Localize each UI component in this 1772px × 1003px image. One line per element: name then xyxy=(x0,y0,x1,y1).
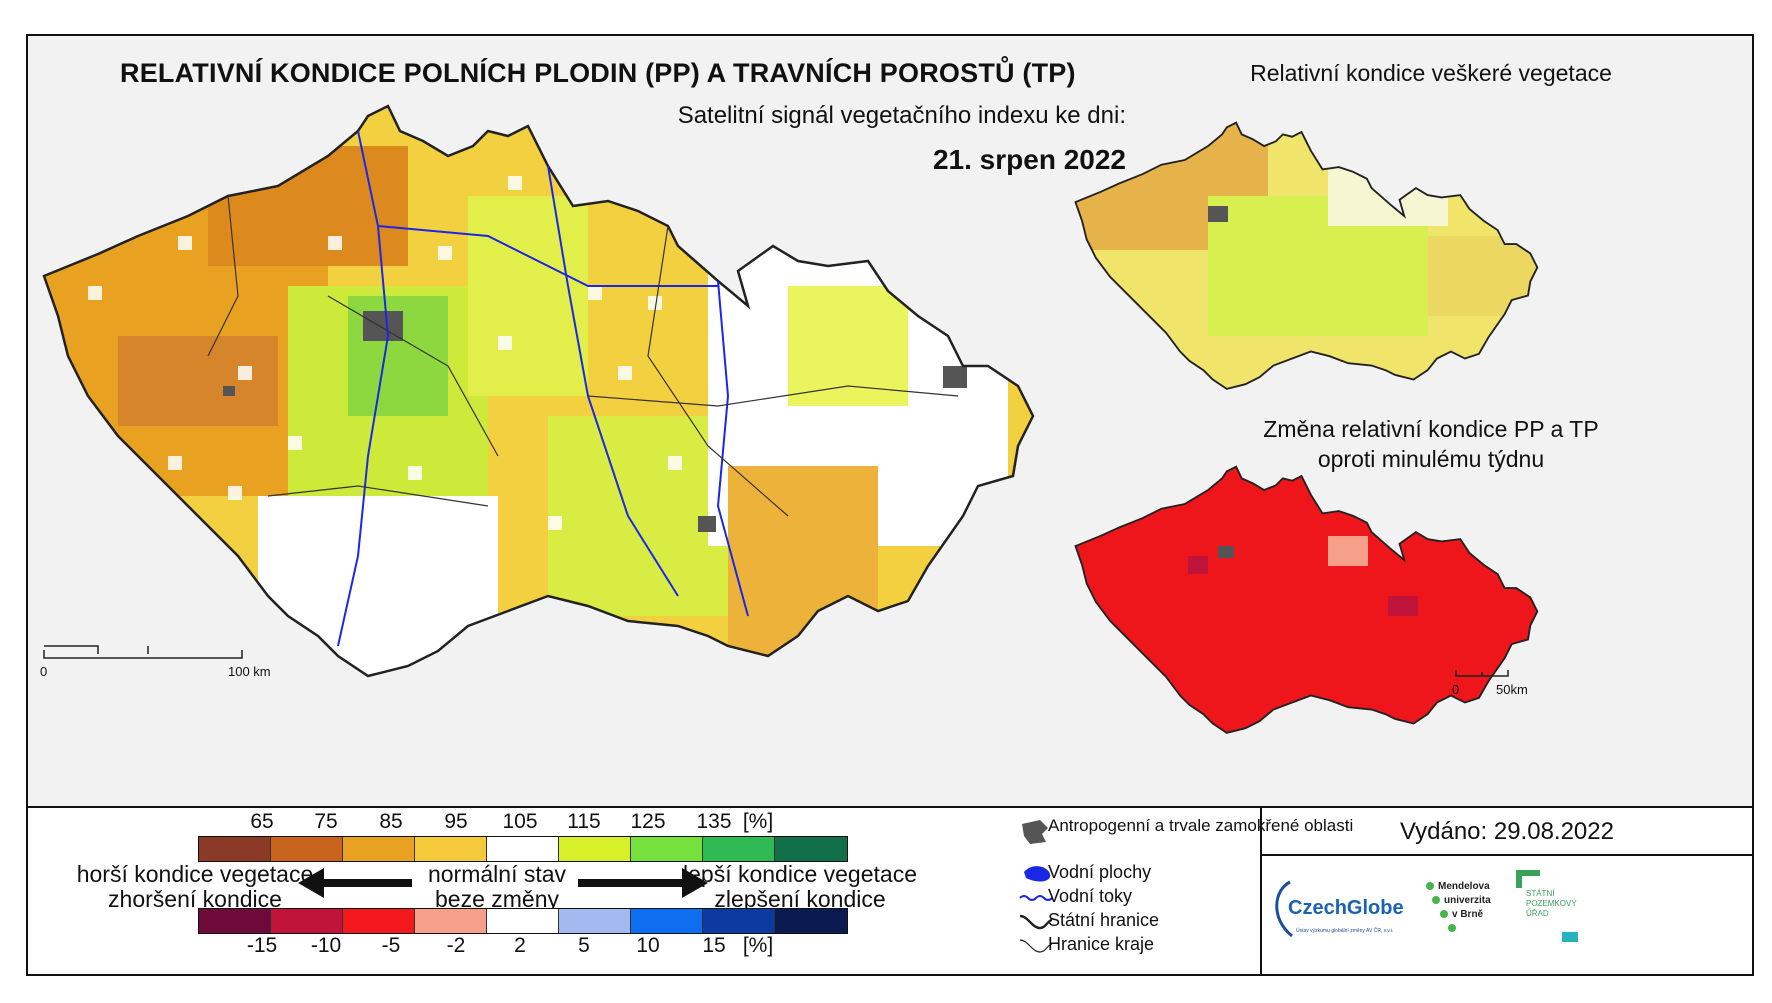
change-swatch xyxy=(631,909,703,933)
condition-ticks: 65 75 85 95 105 115 125 135 [%] xyxy=(198,810,858,834)
mendelu-line3: v Brně xyxy=(1452,909,1484,920)
change-swatch xyxy=(703,909,775,933)
condition-tick: 75 xyxy=(314,810,338,833)
map-symbols xyxy=(1019,820,1053,953)
logos: CzechGlobe Ústav výzkumu globální změny … xyxy=(1262,862,1752,958)
map-area: RELATIVNÍ KONDICE POLNÍCH PLODIN (PP) A … xyxy=(28,36,1752,808)
change-ticks: -15 -10 -5 -2 2 5 10 15 [%] xyxy=(198,934,858,958)
scale-bar-inset xyxy=(1455,670,1509,677)
condition-unit: [%] xyxy=(742,810,774,833)
change-tick: 15 xyxy=(702,934,726,957)
change-tick: -10 xyxy=(310,934,342,957)
anthropogenic-area-icon xyxy=(1022,820,1048,844)
czechglobe-name: CzechGlobe xyxy=(1288,897,1404,919)
change-swatch xyxy=(343,909,415,933)
mendelu-logo: Mendelova univerzita v Brně xyxy=(1426,881,1491,932)
legend-rivers: Vodní toky xyxy=(1048,886,1133,906)
change-tick: -5 xyxy=(381,934,401,957)
condition-tick: 135 xyxy=(696,810,732,833)
change-swatch xyxy=(415,909,487,933)
better-text-line1: lepší kondice vegetace xyxy=(683,861,917,887)
condition-tick: 95 xyxy=(444,810,468,833)
worse-text: horší kondice vegetace zhoršení kondice xyxy=(62,862,328,912)
better-text: lepší kondice vegetace zlepšení kondice xyxy=(668,862,932,912)
change-tick: 5 xyxy=(578,934,590,957)
scale-main-start: 0 xyxy=(40,664,48,679)
better-text-line2: zlepšení kondice xyxy=(714,886,886,912)
condition-swatch xyxy=(487,837,559,861)
state-border-icon xyxy=(1019,914,1053,930)
change-swatch xyxy=(199,909,271,933)
map-date: 21. srpen 2022 xyxy=(932,144,1126,175)
spu-line3: ÚŘAD xyxy=(1526,909,1549,918)
legend-anthropogenic: Antropogenní a trvale zamokřené oblasti xyxy=(1048,816,1354,835)
change-tick: 10 xyxy=(636,934,660,957)
spu-line1: STÁTNÍ xyxy=(1526,889,1555,898)
condition-tick: 125 xyxy=(630,810,666,833)
legend-water-bodies: Vodní plochy xyxy=(1048,862,1152,882)
czechglobe-logo: CzechGlobe Ústav výzkumu globální změny … xyxy=(1275,880,1404,938)
change-swatch xyxy=(775,909,847,933)
scale-inset-start: 0 xyxy=(1452,682,1460,697)
condition-tick: 105 xyxy=(502,810,538,833)
normal-text: normální stav beze změny xyxy=(412,862,582,912)
mendelu-line1: Mendelova xyxy=(1438,881,1490,892)
condition-tick: 115 xyxy=(567,810,601,833)
change-colorbar xyxy=(198,908,848,934)
map-frame: RELATIVNÍ KONDICE POLNÍCH PLODIN (PP) A … xyxy=(26,34,1754,976)
condition-swatch xyxy=(631,837,703,861)
inset-bottom-title-line2: oproti minulému týdnu xyxy=(1317,446,1545,472)
legend-state-border: Státní hranice xyxy=(1048,910,1160,930)
change-swatch xyxy=(487,909,559,933)
czechglobe-subtitle: Ústav výzkumu globální změny AV ČR, v.v.… xyxy=(1296,927,1393,934)
legend-region-border: Hranice kraje xyxy=(1048,934,1155,954)
inset-bottom-title: Změna relativní kondice PP a TP oproti m… xyxy=(1176,414,1686,474)
mendelu-line2: univerzita xyxy=(1444,895,1491,906)
issued-date: Vydáno: 29.08.2022 xyxy=(1400,818,1614,845)
change-tick: -15 xyxy=(246,934,278,957)
spu-logo: STÁTNÍ POZEMKOVÝ ÚŘAD xyxy=(1516,870,1578,942)
condition-swatch xyxy=(559,837,631,861)
condition-tick: 65 xyxy=(250,810,274,833)
worse-text-line1: horší kondice vegetace xyxy=(76,861,314,887)
scale-inset-end: 50km xyxy=(1496,682,1528,697)
inset-top-title: Relativní kondice veškeré vegetace xyxy=(1250,60,1612,86)
change-swatch xyxy=(271,909,343,933)
change-swatch xyxy=(559,909,631,933)
inset-bottom-title-line1: Změna relativní kondice PP a TP xyxy=(1263,416,1599,442)
change-tick: -2 xyxy=(446,934,466,957)
normal-text-line1: normální stav xyxy=(427,861,567,887)
condition-colorbar xyxy=(198,836,848,862)
condition-swatch xyxy=(199,837,271,861)
water-body-icon xyxy=(1024,866,1051,882)
scale-bar-main xyxy=(43,645,243,659)
arrow-left-icon xyxy=(298,868,412,898)
change-unit: [%] xyxy=(742,934,774,957)
condition-swatch xyxy=(415,837,487,861)
condition-swatch xyxy=(271,837,343,861)
spu-line2: POZEMKOVÝ xyxy=(1526,899,1577,908)
worse-text-line2: zhoršení kondice xyxy=(108,886,282,912)
legend-divider-horizontal xyxy=(1260,854,1752,856)
direction-arrows xyxy=(298,868,708,898)
condition-swatch xyxy=(775,837,847,861)
river-icon xyxy=(1019,895,1053,901)
condition-swatch xyxy=(343,837,415,861)
map-subtitle: Satelitní signál vegetačního indexu ke d… xyxy=(677,102,1126,129)
condition-tick: 85 xyxy=(379,810,403,833)
legend-divider-vertical xyxy=(1260,808,1262,974)
arrow-right-icon xyxy=(578,868,708,898)
scale-main-end: 100 km xyxy=(228,664,271,679)
region-border-icon xyxy=(1019,939,1053,953)
region-borders-main xyxy=(207,195,959,517)
map-title: RELATIVNÍ KONDICE POLNÍCH PLODIN (PP) A … xyxy=(120,58,1076,88)
legend-panel: 65 75 85 95 105 115 125 135 [%] horší ko… xyxy=(28,808,1752,974)
map-canvas xyxy=(42,104,1539,734)
change-tick: 2 xyxy=(514,934,526,957)
condition-swatch xyxy=(703,837,775,861)
normal-text-line2: beze změny xyxy=(434,886,559,912)
